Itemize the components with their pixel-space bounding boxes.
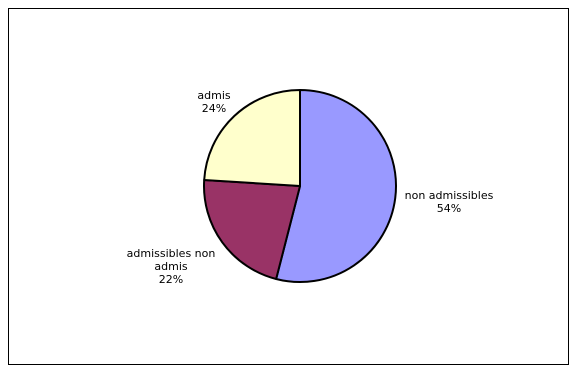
pie-slice-admis xyxy=(203,89,301,187)
pie-slice-non-admissibles xyxy=(275,89,397,283)
pie-slices xyxy=(203,89,397,283)
pie-label-admissibles-non-admis: admissibles non admis 22% xyxy=(127,247,216,286)
pie-label-admis: admis 24% xyxy=(197,89,230,115)
pie-label-non-admissibles: non admissibles 54% xyxy=(405,189,494,215)
pie-slice-admissibles-non-admis xyxy=(203,178,301,280)
pie-labels: non admissibles 54% admissibles non admis 22… xyxy=(127,89,494,286)
